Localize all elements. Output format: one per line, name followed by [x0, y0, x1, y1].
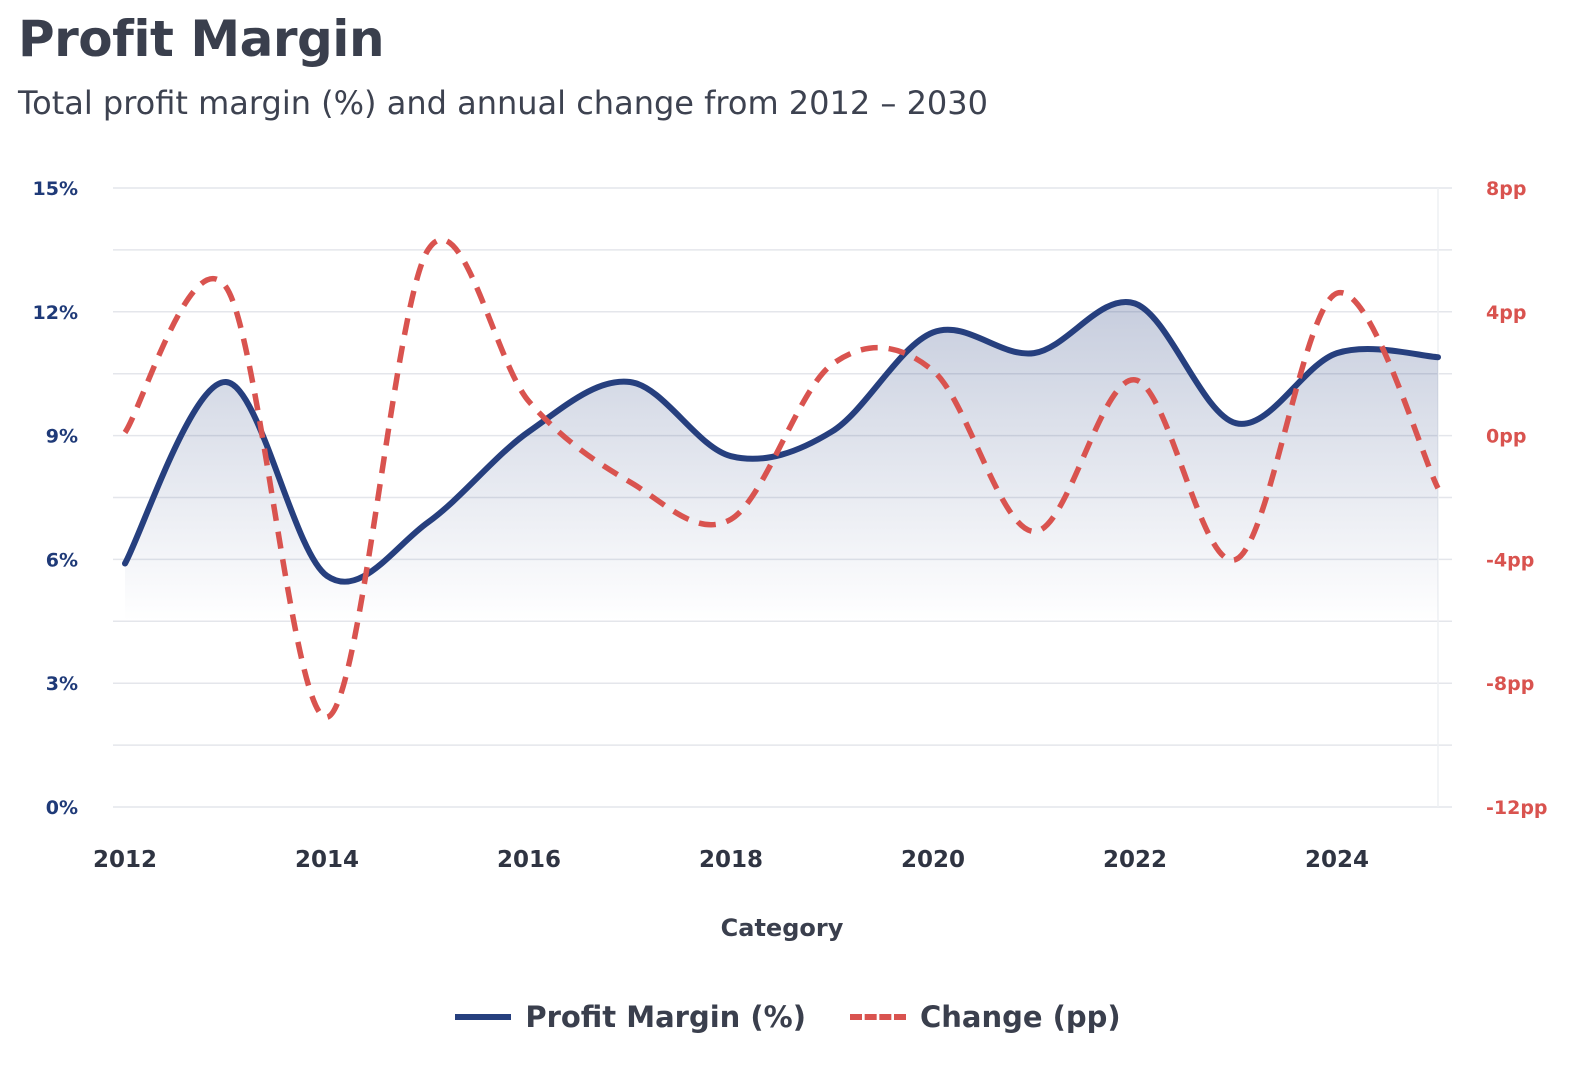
legend: Profit Margin (%) Change (pp): [0, 1000, 1576, 1034]
area-fill: [125, 301, 1438, 622]
y-left-tick-label: 6%: [46, 549, 78, 571]
y-right-tick-label: -4pp: [1486, 549, 1534, 571]
x-tick-label: 2014: [295, 847, 359, 873]
legend-swatch-solid: [455, 1014, 512, 1020]
x-tick-label: 2020: [901, 847, 965, 873]
change-point[interactable]: [930, 368, 936, 374]
profit-margin-point[interactable]: [728, 453, 734, 459]
profit-margin-point[interactable]: [1435, 354, 1441, 360]
change-point[interactable]: [324, 714, 330, 720]
change-point[interactable]: [425, 247, 431, 253]
change-point[interactable]: [1233, 556, 1239, 562]
change-point[interactable]: [223, 284, 229, 290]
change-point[interactable]: [526, 399, 532, 405]
x-tick-label: 2018: [699, 847, 763, 873]
profit-margin-line: [122, 298, 1441, 585]
y-right-tick-label: -12pp: [1486, 797, 1548, 819]
y-right-tick-label: 4pp: [1486, 302, 1526, 324]
y-right-tick-label: 0pp: [1486, 426, 1526, 448]
change-point[interactable]: [1031, 529, 1037, 535]
x-tick-label: 2012: [93, 847, 157, 873]
profit-margin-point[interactable]: [829, 429, 835, 435]
chart-subtitle: Total profit margin (%) and annual chang…: [18, 84, 988, 122]
change-point[interactable]: [627, 479, 633, 485]
y-left-tick-label: 3%: [46, 673, 78, 695]
profit-margin-point[interactable]: [627, 379, 633, 385]
profit-margin-area: [125, 301, 1438, 622]
profit-margin-point[interactable]: [1233, 420, 1239, 426]
change-point[interactable]: [122, 430, 128, 436]
y-left-tick-label: 12%: [33, 302, 78, 324]
change-point[interactable]: [728, 516, 734, 522]
series-lines: [122, 237, 1441, 720]
change-line: [122, 237, 1441, 720]
x-tick-label: 2016: [497, 847, 561, 873]
profit-margin-point[interactable]: [425, 519, 431, 525]
legend-label-change: Change (pp): [919, 1000, 1121, 1034]
profit-margin-point[interactable]: [223, 379, 229, 385]
x-tick-label: 2024: [1305, 847, 1369, 873]
profit-margin-point[interactable]: [1132, 301, 1138, 307]
profit-margin-point[interactable]: [930, 329, 936, 335]
profit-margin-point[interactable]: [122, 561, 128, 567]
y-left-tick-label: 0%: [46, 797, 78, 819]
y-right-tick-label: -8pp: [1486, 673, 1534, 695]
change-point[interactable]: [829, 361, 835, 367]
legend-label-profit-margin: Profit Margin (%): [525, 1000, 806, 1034]
profit-margin-point[interactable]: [1334, 350, 1340, 356]
y-left-tick-label: 15%: [33, 178, 78, 200]
profit-margin-point[interactable]: [526, 429, 532, 435]
legend-item-change[interactable]: Change (pp): [849, 1000, 1121, 1034]
profit-margin-point[interactable]: [324, 573, 330, 579]
x-axis-label: Category: [721, 914, 844, 942]
legend-item-profit-margin[interactable]: Profit Margin (%): [455, 1000, 806, 1034]
y-left-tick-label: 9%: [46, 426, 78, 448]
change-point[interactable]: [1334, 290, 1340, 296]
change-point[interactable]: [1132, 377, 1138, 383]
x-tick-label: 2022: [1103, 847, 1167, 873]
chart-title: Profit Margin: [18, 10, 385, 68]
change-point[interactable]: [1435, 485, 1441, 491]
y-right-tick-label: 8pp: [1486, 178, 1526, 200]
legend-swatch-dashed: [849, 1014, 906, 1020]
profit-margin-point[interactable]: [1031, 350, 1037, 356]
axis-ticks: 0% 3% 6% 9% 12% 15% -12pp -8pp -4pp 0pp 4pp 8pp 2012…: [33, 178, 1548, 873]
